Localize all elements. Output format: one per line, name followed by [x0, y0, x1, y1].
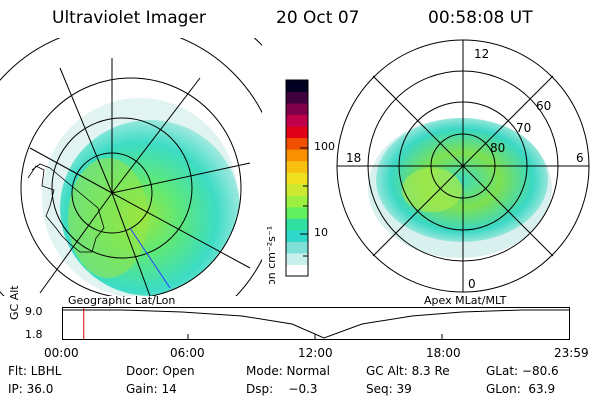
colorbar-cell [286, 172, 308, 185]
mlt-label-0: 0 [468, 277, 476, 291]
colorbar-cell [286, 218, 308, 231]
info-dsp: Dsp: −0.3 [246, 382, 318, 396]
colorbar-cell [286, 195, 308, 208]
colorbar-unit-label: photon cm⁻²s⁻¹ [265, 226, 278, 284]
geographic-map [0, 38, 262, 296]
info-glat: GLat: −80.6 [486, 364, 559, 378]
mlat-label-60: 60 [536, 99, 551, 113]
colorbar-cell [286, 103, 308, 116]
mlat-label-80: 80 [490, 141, 505, 155]
colorbar-cell [286, 229, 308, 242]
mlat-label-70: 70 [516, 121, 531, 135]
info-gain: Gain: 14 [126, 382, 177, 396]
colorbar-cell [286, 183, 308, 196]
timeline-xtick-4: 23:59 [554, 346, 589, 360]
info-seq: Seq: 39 [366, 382, 412, 396]
info-ip: IP: 36.0 [8, 382, 54, 396]
info-gc-alt: GC Alt: 8.3 Re [366, 364, 450, 378]
info-flt: Flt: LBHL [8, 364, 62, 378]
colorbar-cell [286, 149, 308, 162]
app-title: Ultraviolet Imager [52, 8, 206, 28]
colorbar-cell [286, 126, 308, 139]
left-panel-caption: Geographic Lat/Lon [68, 294, 176, 307]
right-panel-caption: Apex MLat/MLT [424, 294, 507, 307]
timeline-xtick-2: 12:00 [298, 346, 333, 360]
timeline-ylabel: GC Alt [8, 285, 21, 320]
timeline-ytick-high: 9.0 [25, 305, 43, 318]
colorbar-cell [286, 206, 308, 219]
header-date: 20 Oct 07 [276, 8, 360, 28]
timeline-xtick-3: 18:00 [426, 346, 461, 360]
colorbar-cell [286, 114, 308, 127]
altitude-timeline [62, 307, 570, 340]
colorbar-cell [286, 264, 308, 277]
mlt-label-6: 6 [576, 151, 584, 165]
mlt-label-18: 18 [346, 151, 361, 165]
mlt-label-12: 12 [474, 47, 489, 61]
timeline-xtick-0: 00:00 [44, 346, 79, 360]
mlat-mlt-map: 12 18 6 0 60 70 80 [336, 39, 590, 293]
header-time: 00:58:08 UT [428, 8, 533, 28]
colorbar-tick-10: 10 [314, 226, 328, 239]
colorbar-cell [286, 241, 308, 254]
timeline-xtick-1: 06:00 [170, 346, 205, 360]
colorbar-cell [286, 80, 308, 93]
colorbar-cell [286, 91, 308, 104]
timeline-ytick-low: 1.8 [25, 328, 43, 341]
colorbar-cell [286, 252, 308, 265]
colorbar-cell [286, 137, 308, 150]
info-glon: GLon: 63.9 [486, 382, 556, 396]
info-door: Door: Open [126, 364, 195, 378]
colorbar-cell [286, 160, 308, 173]
colorbar: photon cm⁻²s⁻¹ [265, 79, 309, 284]
colorbar-tick-100: 100 [314, 140, 335, 153]
info-mode: Mode: Normal [246, 364, 330, 378]
